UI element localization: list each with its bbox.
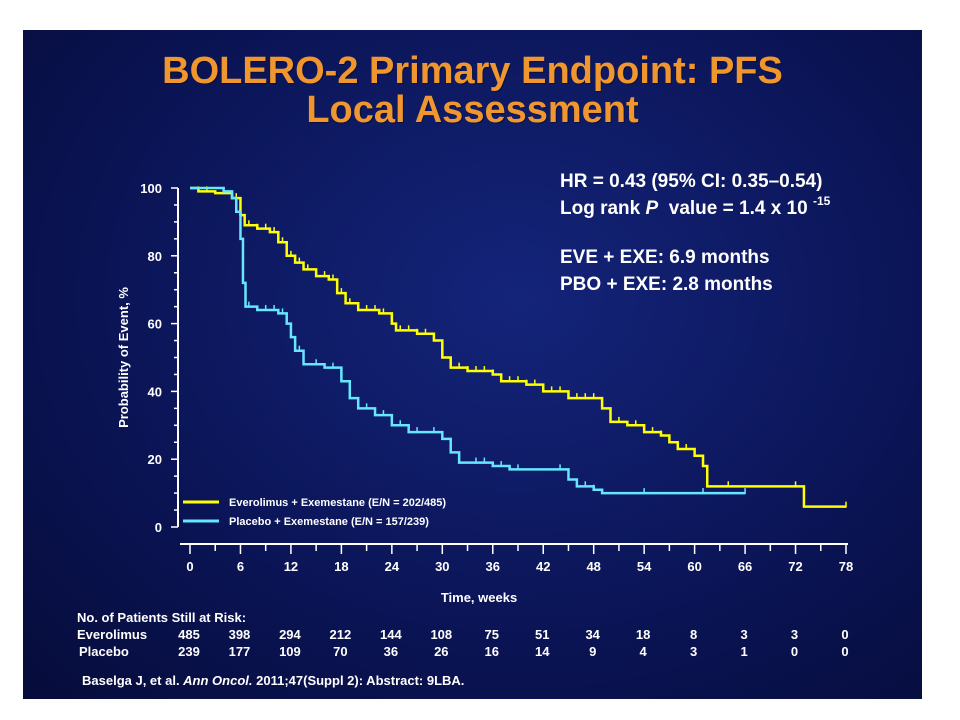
risk-cell: 16 bbox=[484, 644, 499, 659]
x-tick-label: 24 bbox=[385, 559, 400, 574]
logrank-value: value = 1.4 x 10 bbox=[658, 198, 813, 219]
pbo-median-text: PBO + EXE: 2.8 months bbox=[560, 274, 773, 295]
title-line-1: BOLERO-2 Primary Endpoint: PFS bbox=[162, 50, 783, 92]
risk-table: No. of Patients Still at Risk: Everolimu… bbox=[23, 30, 922, 699]
risk-cell: 144 bbox=[379, 627, 402, 642]
risk-cell: 398 bbox=[228, 627, 251, 642]
risk-cell: 108 bbox=[430, 627, 453, 642]
risk-cell: 9 bbox=[589, 644, 597, 659]
risk-cell: 3 bbox=[740, 627, 748, 642]
slide: BOLERO-2 Primary Endpoint: PFS Local Ass… bbox=[23, 30, 922, 699]
logrank-prefix: Log rank bbox=[560, 198, 646, 219]
risk-cell: 212 bbox=[329, 627, 352, 642]
legend-label: Placebo + Exemestane (E/N = 157/239) bbox=[229, 516, 429, 528]
y-tick-label: 40 bbox=[148, 384, 162, 399]
logrank-text: Log rank P value = 1.4 x 10 -15 bbox=[560, 195, 830, 222]
risk-cell: 3 bbox=[689, 644, 698, 659]
x-tick-label: 12 bbox=[284, 559, 298, 574]
risk-cell: 51 bbox=[534, 627, 550, 642]
risk-cell: 0 bbox=[841, 627, 849, 642]
risk-table-header: No. of Patients Still at Risk: bbox=[77, 610, 247, 625]
slide-title: BOLERO-2 Primary Endpoint: PFS Local Ass… bbox=[23, 52, 922, 130]
x-tick-label: 0 bbox=[186, 559, 193, 574]
x-tick-label: 54 bbox=[637, 559, 652, 574]
chart-legend: Everolimus + Exemestane (E/N = 202/485) P… bbox=[183, 497, 446, 528]
risk-cell: 75 bbox=[484, 627, 499, 642]
risk-row-label: Everolimus bbox=[77, 627, 148, 642]
x-tick-label: 60 bbox=[687, 559, 701, 574]
chart-axes: 0 20 40 60 80 100 Probability of Event, % 0 6 12 1… bbox=[116, 181, 853, 605]
y-tick-label: 0 bbox=[155, 520, 162, 535]
km-chart: 0 20 40 60 80 100 Probability of Event, % 0 6 12 1… bbox=[116, 181, 853, 605]
eve-median-text: EVE + EXE: 6.9 months bbox=[560, 247, 770, 268]
stats-box: HR = 0.43 (95% CI: 0.35–0.54) Log rank P… bbox=[560, 168, 830, 298]
x-tick-label: 66 bbox=[738, 559, 752, 574]
logrank-exponent: -15 bbox=[812, 194, 831, 208]
risk-cell: 1 bbox=[740, 644, 748, 659]
x-tick-label: 78 bbox=[839, 559, 853, 574]
risk-row-label: Placebo bbox=[79, 644, 129, 659]
citation-rest: 2011;47(Suppl 2): Abstract: 9LBA. bbox=[252, 673, 465, 688]
risk-cell: 239 bbox=[178, 644, 200, 659]
legend-label: Everolimus + Exemestane (E/N = 202/485) bbox=[229, 497, 446, 509]
logrank-p: P bbox=[645, 198, 659, 219]
risk-cell: 4 bbox=[639, 644, 647, 659]
risk-cell: 70 bbox=[333, 644, 348, 659]
risk-cell: 3 bbox=[790, 627, 799, 642]
x-tick-label: 6 bbox=[237, 559, 244, 574]
risk-cell: 26 bbox=[434, 644, 449, 659]
x-tick-label: 18 bbox=[334, 559, 348, 574]
risk-cell: 18 bbox=[635, 627, 651, 642]
risk-cell: 109 bbox=[279, 644, 301, 659]
risk-cell: 8 bbox=[689, 627, 698, 642]
x-tick-label: 72 bbox=[788, 559, 802, 574]
chart-series bbox=[190, 186, 847, 508]
hazard-ratio-text: HR = 0.43 (95% CI: 0.35–0.54) bbox=[560, 171, 823, 192]
y-axis-label: Probability of Event, % bbox=[116, 287, 131, 428]
citation-authors: Baselga J, et al. bbox=[82, 673, 184, 688]
x-tick-label: 42 bbox=[536, 559, 550, 574]
y-tick-label: 80 bbox=[148, 249, 162, 264]
x-tick-label: 48 bbox=[586, 559, 600, 574]
citation-journal: Ann Oncol. bbox=[183, 673, 253, 688]
risk-cell: 294 bbox=[279, 627, 301, 642]
risk-cell: 177 bbox=[228, 644, 251, 659]
y-tick-label: 60 bbox=[148, 317, 162, 332]
title-line-2: Local Assessment bbox=[306, 89, 639, 131]
risk-cell: 485 bbox=[178, 627, 200, 642]
x-tick-label: 30 bbox=[435, 559, 449, 574]
citation: Baselga J, et al. Ann Oncol. 2011;47(Sup… bbox=[82, 673, 464, 688]
x-tick-label: 36 bbox=[486, 559, 500, 574]
risk-cell: 0 bbox=[790, 644, 799, 659]
y-tick-label: 20 bbox=[148, 452, 162, 467]
risk-cell: 36 bbox=[383, 644, 399, 659]
risk-cell: 0 bbox=[841, 644, 849, 659]
risk-cell: 14 bbox=[534, 644, 550, 659]
series-line-placebo bbox=[190, 186, 746, 495]
risk-cell: 34 bbox=[585, 627, 600, 642]
x-axis-label: Time, weeks bbox=[441, 590, 517, 605]
y-tick-label: 100 bbox=[140, 181, 162, 196]
